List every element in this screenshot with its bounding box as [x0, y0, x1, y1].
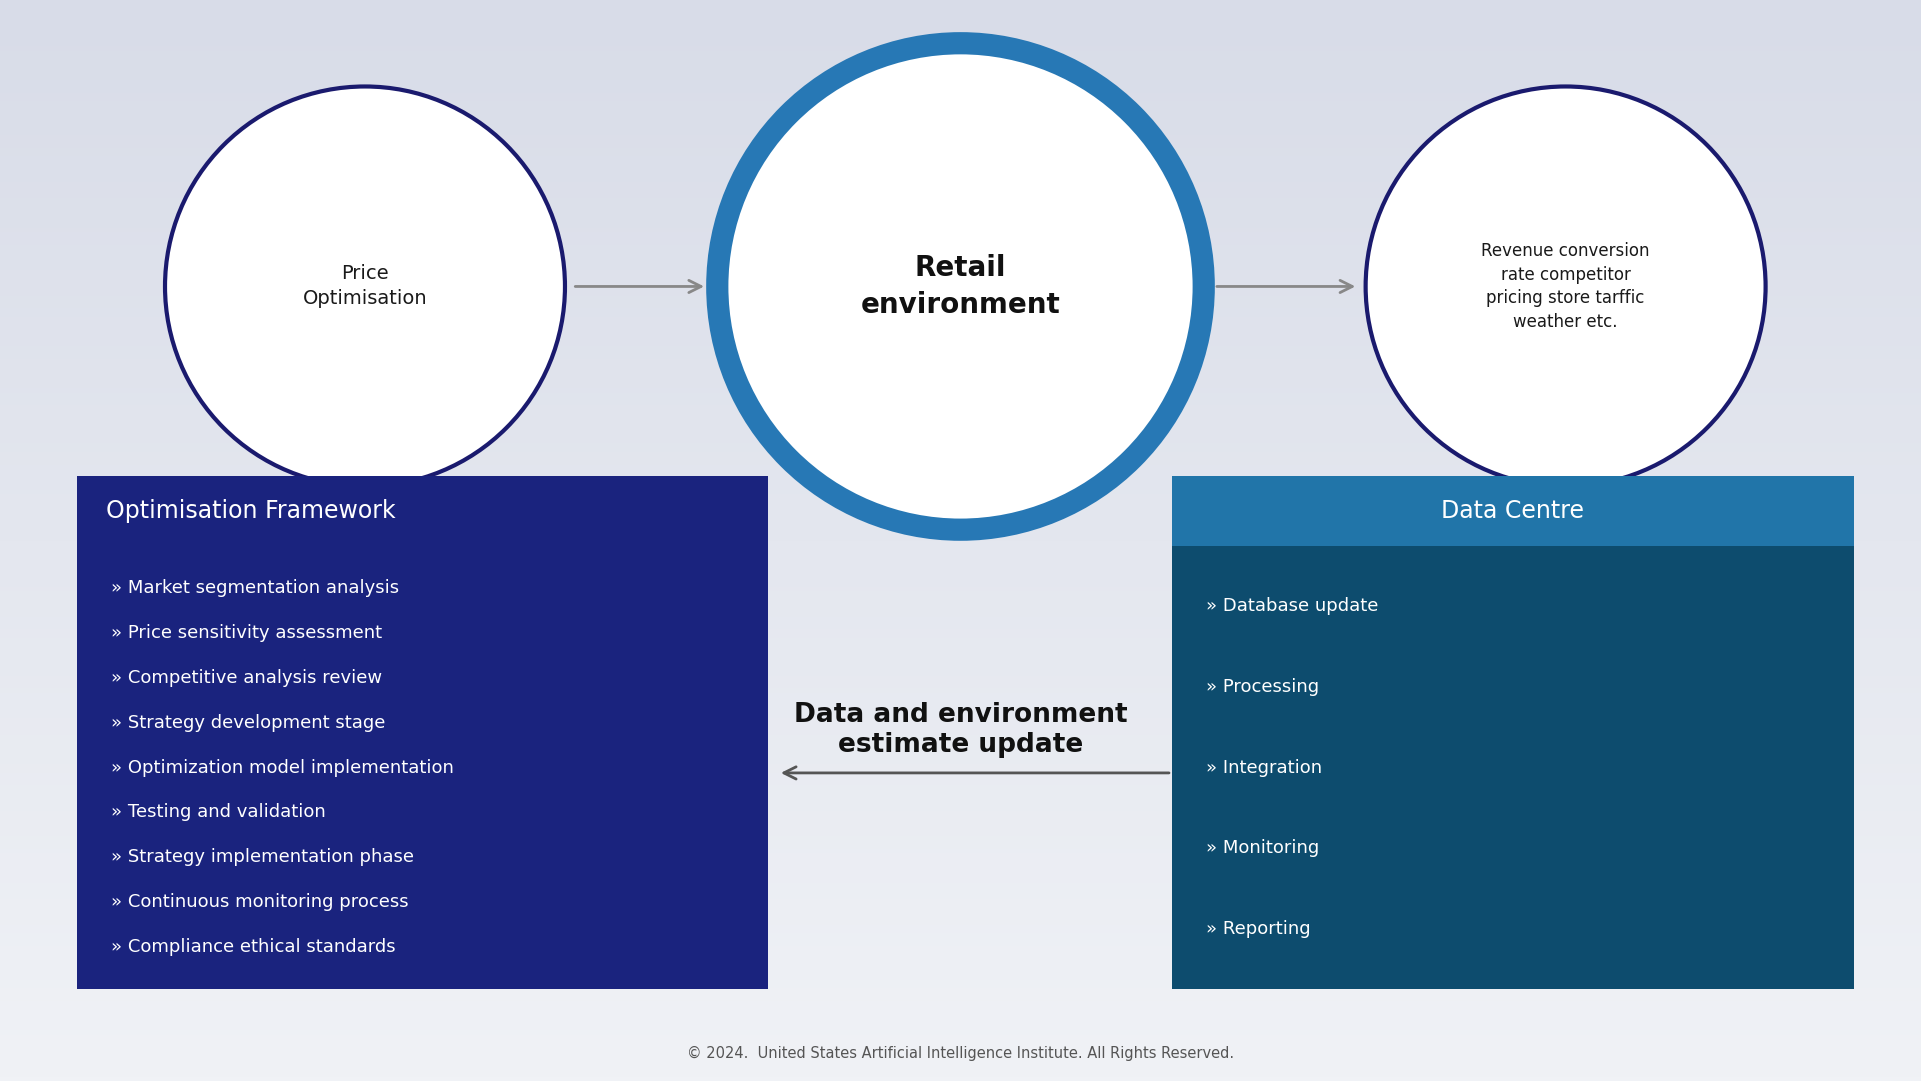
Text: Data and environment
estimate update: Data and environment estimate update [793, 702, 1128, 758]
Text: » Reporting: » Reporting [1206, 920, 1310, 938]
Text: » Market segmentation analysis: » Market segmentation analysis [111, 578, 400, 597]
Text: Retail
environment: Retail environment [861, 254, 1060, 319]
Text: Price
Optimisation: Price Optimisation [304, 265, 426, 308]
Text: » Monitoring: » Monitoring [1206, 839, 1320, 857]
Text: » Optimization model implementation: » Optimization model implementation [111, 759, 453, 776]
Text: © 2024.  United States Artificial Intelligence Institute. All Rights Reserved.: © 2024. United States Artificial Intelli… [688, 1046, 1233, 1062]
FancyBboxPatch shape [1172, 476, 1854, 546]
Text: » Competitive analysis review: » Competitive analysis review [111, 669, 382, 686]
Text: » Continuous monitoring process: » Continuous monitoring process [111, 893, 409, 911]
Text: » Strategy development stage: » Strategy development stage [111, 713, 386, 732]
Text: Optimisation Framework: Optimisation Framework [106, 498, 396, 523]
Ellipse shape [1366, 86, 1765, 486]
Ellipse shape [717, 43, 1204, 530]
Ellipse shape [165, 86, 565, 486]
Text: » Compliance ethical standards: » Compliance ethical standards [111, 938, 396, 957]
Text: » Price sensitivity assessment: » Price sensitivity assessment [111, 624, 382, 642]
FancyBboxPatch shape [1172, 546, 1854, 989]
FancyBboxPatch shape [77, 546, 768, 989]
Text: » Integration: » Integration [1206, 759, 1322, 776]
Text: » Testing and validation: » Testing and validation [111, 803, 327, 822]
Text: » Database update: » Database update [1206, 597, 1379, 615]
Text: » Processing: » Processing [1206, 678, 1320, 696]
Text: Revenue conversion
rate competitor
pricing store tarffic
weather etc.: Revenue conversion rate competitor prici… [1481, 242, 1650, 331]
FancyBboxPatch shape [77, 476, 768, 546]
Text: » Strategy implementation phase: » Strategy implementation phase [111, 849, 415, 866]
Text: Data Centre: Data Centre [1441, 498, 1585, 523]
